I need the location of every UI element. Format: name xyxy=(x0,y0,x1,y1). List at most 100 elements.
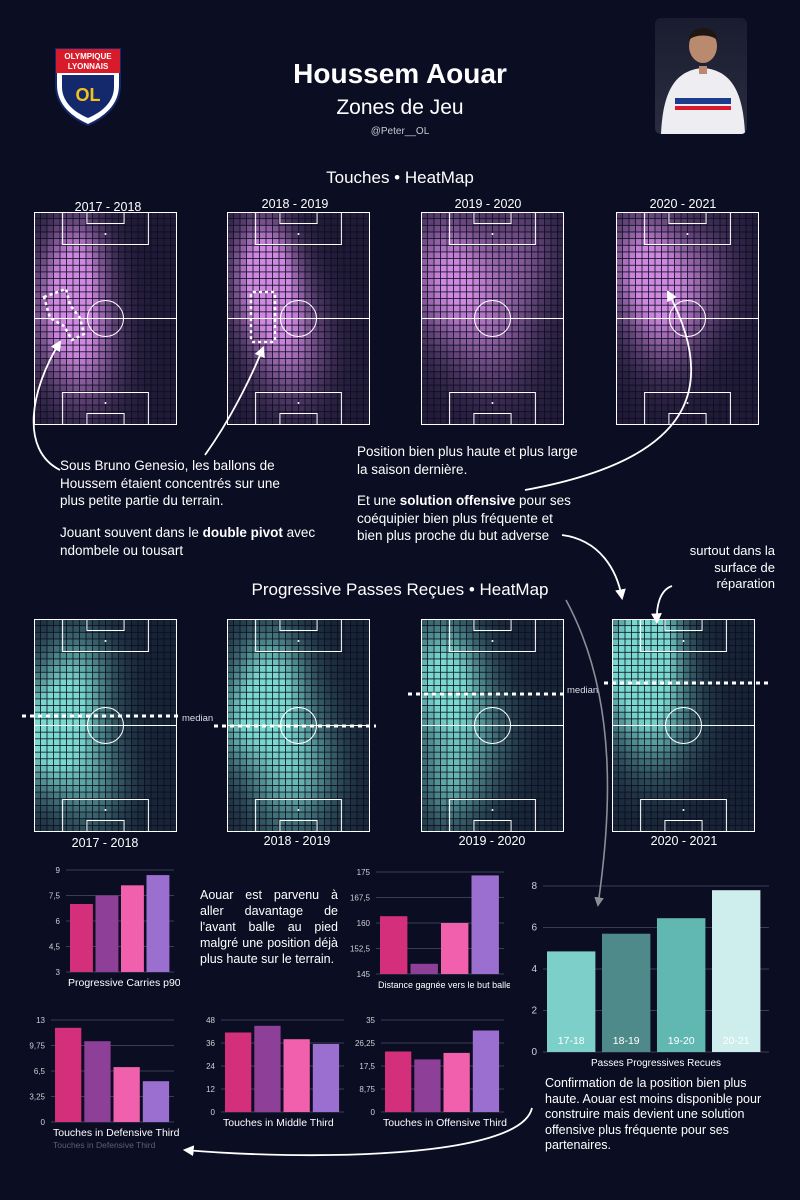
heat-cell xyxy=(648,272,655,279)
heat-cell xyxy=(240,392,247,398)
heat-cell xyxy=(79,385,86,392)
heat-cell xyxy=(305,792,312,799)
heat-cell xyxy=(73,705,80,712)
heat-cell xyxy=(544,759,551,766)
heat-cell xyxy=(350,332,357,339)
heat-cell xyxy=(151,759,158,766)
heat-cell xyxy=(635,398,642,405)
heat-cell xyxy=(292,405,299,412)
heat-cell xyxy=(466,372,473,379)
heat-cell xyxy=(73,699,80,706)
heat-cell xyxy=(512,358,519,365)
heat-cell xyxy=(259,812,266,819)
heat-cell xyxy=(34,705,41,712)
heat-cell xyxy=(655,272,662,279)
heat-cell xyxy=(125,232,132,239)
heat-cell xyxy=(112,332,119,339)
heat-cell xyxy=(713,338,720,345)
heat-cell xyxy=(707,372,714,379)
heat-cell xyxy=(642,332,649,339)
heat-cell xyxy=(34,765,41,772)
heat-cell xyxy=(138,652,145,659)
heat-cell xyxy=(253,378,260,385)
heat-cell xyxy=(86,225,93,232)
heat-cell xyxy=(363,265,370,272)
heat-cell xyxy=(440,385,447,392)
heat-cell xyxy=(144,272,151,279)
heat-cell xyxy=(538,252,545,259)
heat-cell xyxy=(635,412,642,418)
heat-cell xyxy=(73,626,80,632)
heat-cell xyxy=(713,225,720,232)
heat-cell xyxy=(272,799,279,805)
heat-cell xyxy=(279,772,286,779)
heat-cell xyxy=(427,219,434,225)
heat-cell xyxy=(357,692,364,699)
heat-cell xyxy=(259,699,266,706)
heat-cell xyxy=(427,659,434,666)
heat-cell xyxy=(47,652,54,659)
heat-cell xyxy=(538,285,545,292)
heat-cell xyxy=(86,685,93,692)
heat-cell xyxy=(311,292,318,299)
heat-cell xyxy=(440,765,447,772)
heat-cell xyxy=(164,825,171,832)
heat-cell xyxy=(694,239,701,245)
heat-cell xyxy=(331,672,338,679)
heat-cell xyxy=(531,265,538,272)
heat-cell xyxy=(453,825,460,832)
heat-cell xyxy=(40,232,47,239)
heat-cell xyxy=(344,752,351,759)
heat-cell xyxy=(40,318,47,325)
heat-cell xyxy=(648,292,655,299)
heat-cell xyxy=(668,292,675,299)
heat-cell xyxy=(635,239,642,245)
heat-cell xyxy=(292,652,299,659)
heat-cell xyxy=(648,418,655,425)
heat-cell xyxy=(752,412,759,418)
heat-cell xyxy=(642,345,649,352)
heat-cell xyxy=(279,298,286,305)
heat-cell xyxy=(311,372,318,379)
heat-cell xyxy=(746,318,753,325)
heat-cell xyxy=(40,672,47,679)
heat-cell xyxy=(421,725,428,732)
heat-cell xyxy=(661,265,668,272)
heat-cell xyxy=(505,305,512,312)
heat-cell xyxy=(499,365,506,372)
heat-cell xyxy=(512,285,519,292)
heat-cell xyxy=(305,719,312,726)
heat-cell xyxy=(694,212,701,219)
heat-cell xyxy=(272,805,279,812)
heat-cell xyxy=(138,292,145,299)
heat-cell xyxy=(105,239,112,245)
heat-cell xyxy=(350,265,357,272)
heat-cell xyxy=(492,332,499,339)
heat-cell xyxy=(357,358,364,365)
heat-cell xyxy=(279,705,286,712)
heat-cell xyxy=(453,265,460,272)
heat-cell xyxy=(694,305,701,312)
heat-cell xyxy=(53,779,60,786)
heat-cell xyxy=(694,252,701,259)
heat-cell xyxy=(681,278,688,285)
heat-cell xyxy=(92,619,99,626)
heat-cell xyxy=(60,405,67,412)
heat-cell xyxy=(60,759,67,766)
heat-cell xyxy=(272,219,279,225)
heat-cell xyxy=(92,699,99,706)
heat-cell xyxy=(720,398,727,405)
heat-cell xyxy=(292,646,299,652)
heat-cell xyxy=(305,659,312,666)
heat-cell xyxy=(170,712,177,719)
heat-cell xyxy=(34,659,41,666)
heat-cell xyxy=(421,632,428,639)
heat-cell xyxy=(622,385,629,392)
heat-cell xyxy=(157,739,164,746)
heat-cell xyxy=(66,619,73,626)
heat-cell xyxy=(531,345,538,352)
heat-cell xyxy=(492,672,499,679)
heat-cell xyxy=(79,805,86,812)
heat-cell xyxy=(518,732,525,739)
heat-cell xyxy=(151,685,158,692)
